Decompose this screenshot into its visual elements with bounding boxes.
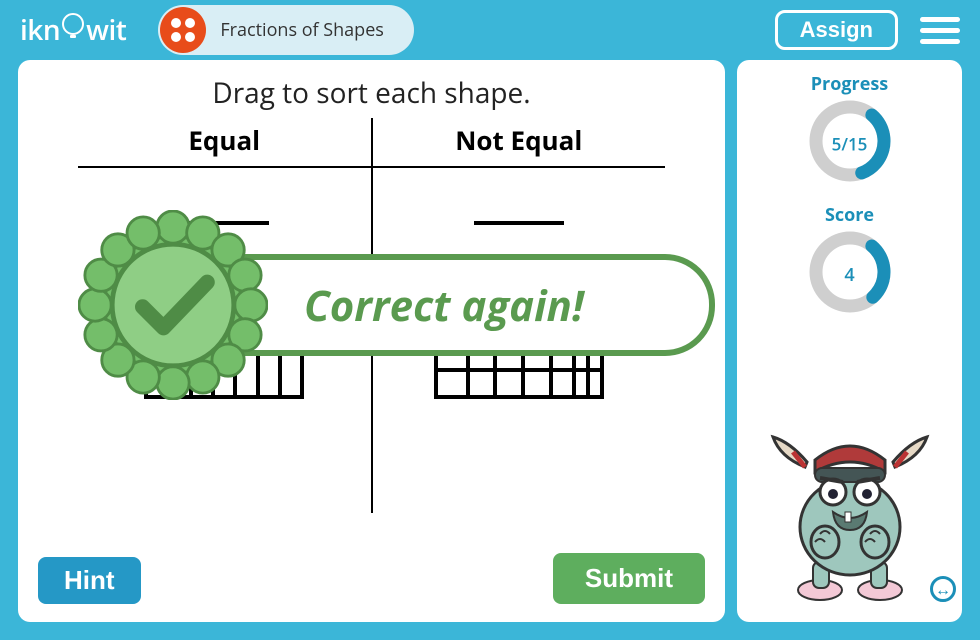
score-value: 4: [844, 263, 854, 287]
feedback-message: Correct again!: [304, 277, 584, 334]
score-label: Score: [825, 203, 874, 227]
mascot-character: [765, 412, 935, 602]
arrow-glyph: ↔: [935, 578, 951, 600]
lesson-badge-icon: [160, 7, 206, 53]
logo-text-post: wit: [86, 11, 126, 49]
submit-button[interactable]: Submit: [553, 553, 705, 604]
bottom-button-row: Hint Submit: [38, 553, 705, 604]
shape-fragment: [474, 221, 564, 225]
main-panel: Drag to sort each shape. Equal: [18, 60, 725, 622]
header-bar: ikn wit Fractions of Shapes Assign: [0, 0, 980, 60]
sidebar-panel: Progress 5/15 Score 4: [737, 60, 962, 622]
correct-seal-icon: (function(){ var svg = document.currentS…: [78, 210, 268, 400]
hint-button[interactable]: Hint: [38, 557, 141, 604]
lightbulb-icon: [62, 13, 84, 35]
column-not-equal-header: Not Equal: [373, 118, 666, 168]
toggle-sidebar-icon[interactable]: ↔: [930, 576, 956, 602]
progress-value: 5/15: [832, 132, 868, 155]
app-root: ikn wit Fractions of Shapes Assign Drag …: [0, 0, 980, 640]
body-row: Drag to sort each shape. Equal: [0, 60, 980, 640]
progress-label: Progress: [811, 72, 889, 96]
hamburger-menu-icon[interactable]: [920, 10, 960, 50]
assign-button[interactable]: Assign: [775, 10, 898, 50]
score-ring: 4: [805, 227, 895, 322]
lesson-title-pill: Fractions of Shapes: [158, 5, 414, 55]
lesson-title: Fractions of Shapes: [220, 18, 384, 42]
progress-ring: 5/15: [805, 96, 895, 191]
feedback-overlay: Correct again! (functio: [78, 245, 715, 365]
logo[interactable]: ikn wit: [20, 11, 126, 49]
logo-text-pre: ikn: [20, 11, 60, 49]
column-equal-header: Equal: [78, 118, 371, 168]
instruction-text: Drag to sort each shape.: [38, 74, 705, 112]
